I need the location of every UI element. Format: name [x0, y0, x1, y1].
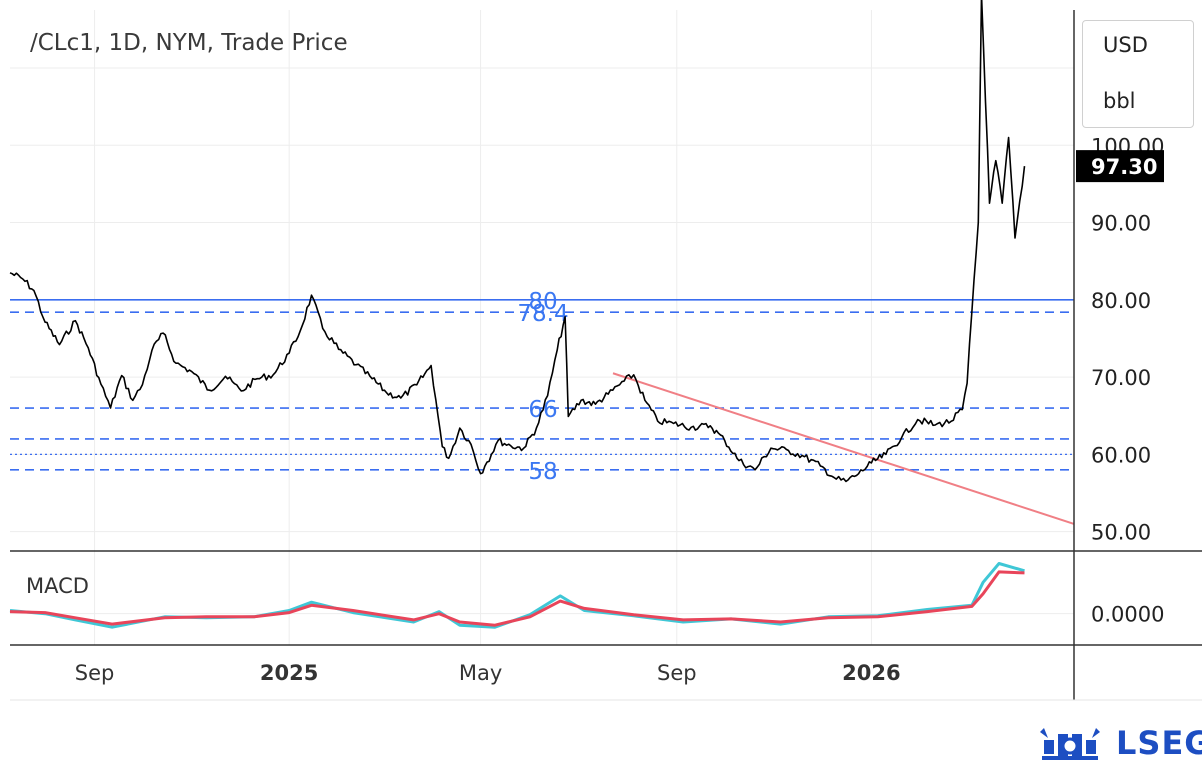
y-tick-label: 70.00: [1091, 366, 1151, 390]
grid-lines: [10, 10, 1074, 645]
price-series-line: [9, 0, 1026, 483]
chart-title: /CLc1, 1D, NYM, Trade Price: [30, 30, 348, 56]
x-tick-label: Sep: [657, 661, 697, 685]
level-label: 80: [528, 289, 557, 315]
y-tick-label: 60.00: [1091, 443, 1151, 467]
level-label: 78.4: [517, 301, 568, 327]
x-tick-label: Sep: [75, 661, 115, 685]
logo-text: LSEG: [1116, 724, 1202, 762]
last-price-badge: [1076, 150, 1164, 183]
level-label: 58: [528, 459, 557, 485]
lseg-crest-icon: [1040, 728, 1100, 760]
unit-currency: USD: [1103, 33, 1148, 57]
y-tick-label: 80.00: [1091, 289, 1151, 313]
unit-selector[interactable]: USD bbl: [1082, 20, 1194, 128]
x-tick-label: May: [459, 661, 502, 685]
y-tick-label: 90.00: [1091, 212, 1151, 236]
macd-tick-label: 0.0000: [1091, 603, 1164, 627]
trend-line: [612, 372, 1075, 525]
x-tick-label: 2026: [842, 661, 900, 685]
macd-label: MACD: [26, 574, 89, 598]
macd-plot: [9, 562, 1025, 629]
last-price-label: 97.30: [1091, 155, 1157, 179]
axes: Sep2025MaySep2026110.00100.0090.0080.007…: [10, 10, 1202, 701]
price-plot: [9, 0, 1026, 483]
signal-line: [9, 570, 1025, 627]
lseg-logo: LSEG: [1038, 722, 1202, 766]
x-tick-label: 2025: [260, 661, 318, 685]
unit-volume: bbl: [1103, 89, 1136, 113]
y-tick-label: 50.00: [1091, 521, 1151, 545]
